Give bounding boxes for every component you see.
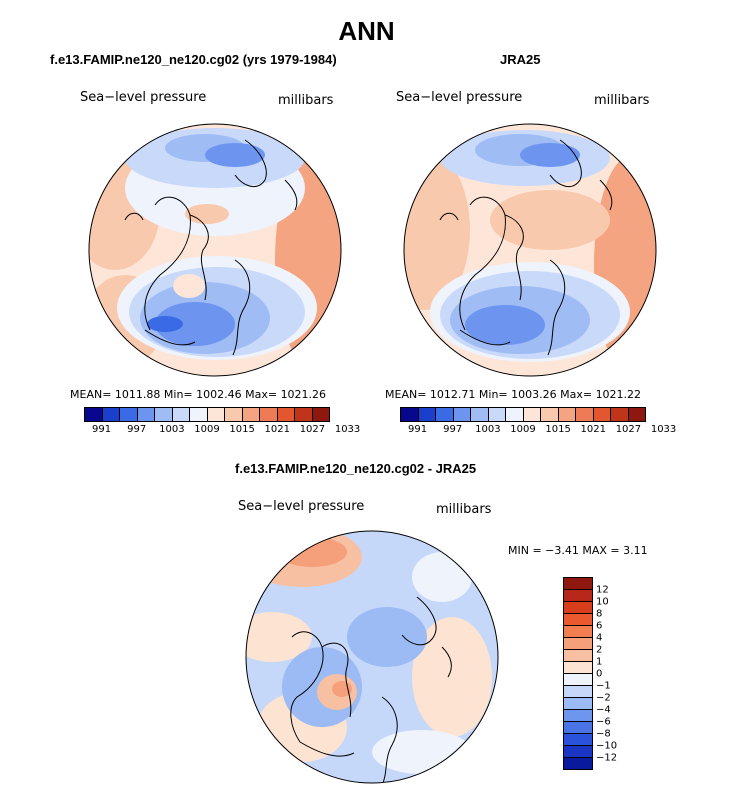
panel-3-variable-label: Sea−level pressure: [238, 499, 365, 514]
colorbar-swatch: [564, 614, 592, 626]
colorbar-swatch: [564, 626, 592, 638]
colorbar-swatch: [436, 408, 454, 421]
colorbar-swatch: [488, 408, 506, 421]
colorbar-swatch: [418, 408, 436, 421]
colorbar-tick-label: 6: [596, 620, 603, 632]
colorbar-tick-label: 1003: [475, 424, 501, 435]
colorbar-swatch: [564, 662, 592, 674]
panel-1-units-label: millibars: [278, 93, 334, 108]
panel-3-polar-map: [245, 530, 499, 784]
colorbar-swatch: [611, 408, 629, 421]
figure-title: ANN: [338, 16, 395, 46]
panel-2-colorbar: 991 997 1003 1009 1015 1021 1027 1033: [400, 407, 676, 439]
colorbar-swatch: [85, 408, 103, 421]
colorbar-tick-label: 2: [596, 644, 603, 656]
colorbar-tick-label: 1033: [334, 424, 361, 435]
colorbar-swatch: [225, 408, 243, 421]
colorbar-swatch: [593, 408, 611, 421]
colorbar-swatch: [277, 408, 295, 421]
colorbar-tick-label: 1021: [580, 424, 607, 435]
colorbar-tick-label: 1009: [510, 424, 536, 435]
colorbar-tick-label: 1021: [264, 424, 291, 435]
panel-2-polar-map: [403, 123, 657, 377]
colorbar-swatch: [576, 408, 594, 421]
colorbar-swatch: [558, 408, 576, 421]
colorbar-swatch: [628, 408, 645, 421]
colorbar-swatch: [564, 602, 592, 614]
colorbar-tick-label: −6: [596, 716, 611, 728]
colorbar-tick-label: −10: [596, 740, 618, 752]
colorbar-swatch: [155, 408, 173, 421]
colorbar-tick-label: 8: [596, 608, 603, 620]
colorbar-tick-label: −8: [596, 728, 611, 740]
colorbar-tick-label: 4: [596, 632, 603, 644]
colorbar-swatch: [564, 746, 592, 758]
panel-3-title: f.e13.FAMIP.ne120_ne120.cg02 - JRA25: [235, 461, 477, 476]
colorbar-swatch: [564, 650, 592, 662]
colorbar-tick-label: −2: [596, 692, 611, 704]
colorbar-swatch: [242, 408, 260, 421]
colorbar-tick-label: 1: [596, 656, 603, 668]
colorbar-tick-label: −1: [596, 680, 611, 692]
colorbar-swatch: [506, 408, 524, 421]
colorbar-swatch: [564, 638, 592, 650]
colorbar-tick-label: 1015: [229, 424, 255, 435]
colorbar-swatch: [453, 408, 471, 421]
panel-1-title: f.e13.FAMIP.ne120_ne120.cg02 (yrs 1979-1…: [50, 52, 337, 67]
colorbar-swatch: [564, 590, 592, 602]
colorbar-swatch: [523, 408, 541, 421]
panel-2-stats: MEAN= 1012.71 Min= 1003.26 Max= 1021.22: [385, 388, 642, 401]
colorbar-swatch: [401, 408, 419, 421]
colorbar-tick-label: 1033: [650, 424, 677, 435]
colorbar-tick-label: 1027: [615, 424, 642, 435]
colorbar-tick-label: 1003: [159, 424, 185, 435]
colorbar-swatch: [564, 734, 592, 746]
colorbar-swatch: [471, 408, 489, 421]
panel-1-stats: MEAN= 1011.88 Min= 1002.46 Max= 1021.26: [70, 388, 327, 401]
colorbar-swatch: [137, 408, 155, 421]
panel-2-title: JRA25: [500, 52, 541, 67]
colorbar-tick-label: 1009: [194, 424, 220, 435]
colorbar-swatch: [207, 408, 225, 421]
colorbar-swatch: [260, 408, 278, 421]
colorbar-tick-label: 12: [596, 584, 609, 596]
colorbar-swatch: [564, 674, 592, 686]
colorbar-tick-label: 997: [127, 424, 147, 435]
colorbar-swatch: [190, 408, 208, 421]
panel-3-stats: MIN = −3.41 MAX = 3.11: [508, 544, 648, 557]
colorbar-swatch: [102, 408, 120, 421]
colorbar-swatch: [564, 686, 592, 698]
colorbar-tick-label: 997: [443, 424, 463, 435]
colorbar-tick-label: 0: [596, 668, 603, 680]
colorbar-swatch: [564, 722, 592, 734]
colorbar-tick-label: 1027: [299, 424, 326, 435]
colorbar-tick-label: 991: [92, 424, 112, 435]
colorbar-swatch: [172, 408, 190, 421]
colorbar-tick-label: −4: [596, 704, 611, 716]
panel-3-units-label: millibars: [436, 502, 492, 517]
panel-1-colorbar: 991 997 1003 1009 1015 1021 1027 1033: [84, 407, 360, 439]
colorbar-swatch: [564, 710, 592, 722]
colorbar-tick-label: −12: [596, 752, 618, 764]
panel-3-colorbar: 12 10 8 6 4 2 1 0 −1 −2 −4 −6 −8 −10 −12: [563, 577, 623, 777]
colorbar-swatch: [564, 758, 592, 769]
colorbar-swatch: [564, 578, 592, 590]
colorbar-tick-label: 991: [408, 424, 428, 435]
colorbar-swatch: [312, 408, 329, 421]
colorbar-tick-label: 10: [596, 596, 609, 608]
panel-1-polar-map: [88, 123, 342, 377]
colorbar-tick-label: 1015: [545, 424, 571, 435]
panel-2-units-label: millibars: [594, 93, 650, 108]
colorbar-swatch: [295, 408, 313, 421]
colorbar-swatch: [120, 408, 138, 421]
colorbar-swatch: [564, 698, 592, 710]
panel-1-variable-label: Sea−level pressure: [80, 90, 207, 105]
panel-2-variable-label: Sea−level pressure: [396, 90, 523, 105]
colorbar-swatch: [541, 408, 559, 421]
